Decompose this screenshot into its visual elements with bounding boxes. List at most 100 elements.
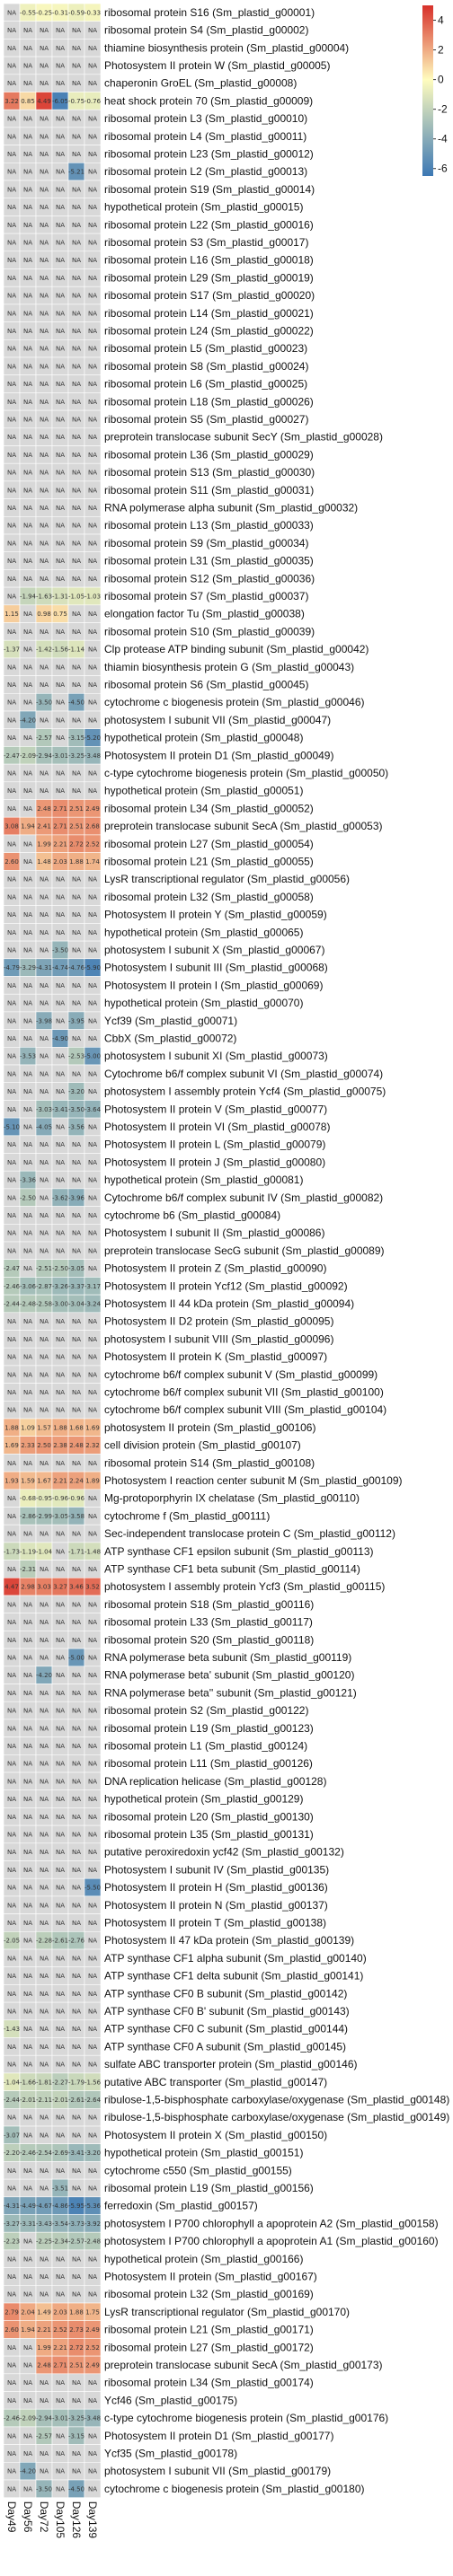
cell-value: NA (88, 310, 97, 317)
cell-value: NA (56, 62, 65, 69)
row-label: ribosomal protein S14 (Sm_plastid_g00108… (104, 1456, 315, 1469)
cell-value: -3.20 (84, 2150, 101, 2157)
cell-value: -4.31 (36, 964, 52, 971)
cell-value: NA (23, 611, 32, 618)
row-label: ribosomal protein S16 (Sm_plastid_g00001… (104, 6, 315, 19)
cell-value: NA (23, 787, 32, 795)
cell-value: NA (40, 1654, 49, 1661)
cell-value: NA (40, 1778, 49, 1785)
cell-value: -0.96 (52, 1495, 69, 1502)
cell-value: NA (23, 2185, 32, 2192)
cell-value: NA (40, 452, 49, 459)
cell-value: NA (88, 1000, 97, 1007)
row-label: ribosomal protein S4 (Sm_plastid_g00002) (104, 24, 308, 37)
cell-value: NA (40, 310, 49, 317)
cell-value: NA (56, 1796, 65, 1803)
cell-value: NA (7, 1708, 16, 1715)
cell-value: NA (56, 929, 65, 936)
cell-value: -2.54 (36, 2150, 53, 2157)
cell-value: NA (7, 1053, 16, 1060)
row-label: sulfate ABC transporter protein (Sm_plas… (104, 2058, 358, 2070)
cell-value: NA (72, 2468, 81, 2475)
cell-value: NA (23, 1265, 32, 1272)
cell-value: NA (88, 2008, 97, 2015)
cell-value: NA (56, 2167, 65, 2175)
cell-value: NA (7, 558, 16, 565)
row-label: ribosomal protein L6 (Sm_plastid_g00025) (104, 378, 307, 391)
row-label: preprotein translocase subunit SecA (Sm_… (104, 2359, 383, 2371)
cell-value: NA (23, 470, 32, 477)
cell-value: NA (56, 2132, 65, 2139)
cell-value: NA (40, 80, 49, 87)
cell-value: 1.57 (37, 1424, 51, 1431)
row-label: RNA polymerase alpha subunit (Sm_plastid… (104, 501, 358, 514)
cell-value: NA (7, 540, 16, 547)
cell-value: NA (72, 399, 81, 406)
cell-value: NA (40, 1531, 49, 1538)
cell-value: -1.31 (52, 593, 68, 600)
cell-value: NA (72, 576, 81, 583)
cell-value: NA (40, 717, 49, 724)
cell-value: NA (23, 893, 32, 901)
cell-value: NA (88, 1354, 97, 1361)
cell-value: -2.87 (36, 1283, 52, 1290)
cell-value: NA (40, 2255, 49, 2263)
cell-value: NA (7, 664, 16, 671)
cell-value: NA (56, 1566, 65, 1573)
cell-value: NA (72, 2450, 81, 2457)
cell-value: NA (88, 222, 97, 229)
cell-value: NA (88, 505, 97, 512)
row-label: cell division protein (Sm_plastid_g00107… (104, 1439, 301, 1452)
cell-value: NA (23, 310, 32, 317)
cell-value: NA (23, 1938, 32, 1945)
cell-value: NA (23, 2167, 32, 2175)
row-label: ribosomal protein L18 (Sm_plastid_g00026… (104, 395, 314, 408)
cell-value: NA (56, 381, 65, 388)
cell-value: NA (56, 1654, 65, 1661)
row-labels: ribosomal protein S16 (Sm_plastid_g00001… (104, 6, 449, 2495)
cell-value: -1.56 (84, 2079, 102, 2086)
cell-value: NA (72, 1991, 81, 1998)
cell-value: -1.94 (20, 593, 37, 600)
cell-value: NA (7, 1177, 16, 1184)
cell-value: NA (23, 1902, 32, 1909)
cell-value: NA (56, 911, 65, 919)
cell-value: 2.32 (85, 1442, 100, 1449)
row-label: thiamin biosynthesis protein G (Sm_plast… (104, 661, 354, 673)
cell-value: 1.99 (37, 840, 51, 848)
cell-value: 1.93 (4, 1477, 19, 1484)
cell-value: NA (88, 1070, 97, 1077)
cell-value: NA (7, 133, 16, 140)
cell-value: NA (23, 487, 32, 494)
cell-value: NA (23, 523, 32, 530)
cell-value: NA (23, 1017, 32, 1024)
cell-value: NA (56, 1230, 65, 1237)
cell-value: NA (23, 2008, 32, 2015)
cell-value: -2.61 (52, 1938, 68, 1945)
cell-value: NA (23, 116, 32, 123)
cell-value: NA (23, 27, 32, 34)
cell-value: NA (40, 1601, 49, 1608)
cell-value: -1.81 (36, 2079, 52, 2086)
cell-value: NA (72, 1000, 81, 1007)
cell-value: -4.20 (20, 717, 36, 724)
row-label: ATP synthase CF0 A subunit (Sm_plastid_g… (104, 2040, 346, 2053)
cell-value: -4.50 (68, 2485, 84, 2492)
cell-value: NA (23, 186, 32, 193)
row-label: ribosomal protein S18 (Sm_plastid_g00116… (104, 1598, 314, 1611)
cell-value: NA (7, 186, 16, 193)
cell-value: NA (88, 363, 97, 370)
row-label: hypothetical protein (Sm_plastid_g00048) (104, 732, 303, 744)
cell-value: NA (7, 2361, 16, 2369)
cell-value: NA (23, 840, 32, 848)
cell-value: NA (23, 1637, 32, 1644)
row-label: hypothetical protein (Sm_plastid_g00081) (104, 1174, 303, 1186)
cell-value: NA (7, 769, 16, 777)
cell-value: NA (40, 222, 49, 229)
row-label: Photosystem II protein (Sm_plastid_g0016… (104, 2270, 317, 2282)
cell-value: NA (56, 363, 65, 370)
cell-value: NA (40, 1194, 49, 1201)
cell-value: NA (40, 540, 49, 547)
cell-value: NA (23, 681, 32, 689)
cell-value: NA (88, 1265, 97, 1272)
